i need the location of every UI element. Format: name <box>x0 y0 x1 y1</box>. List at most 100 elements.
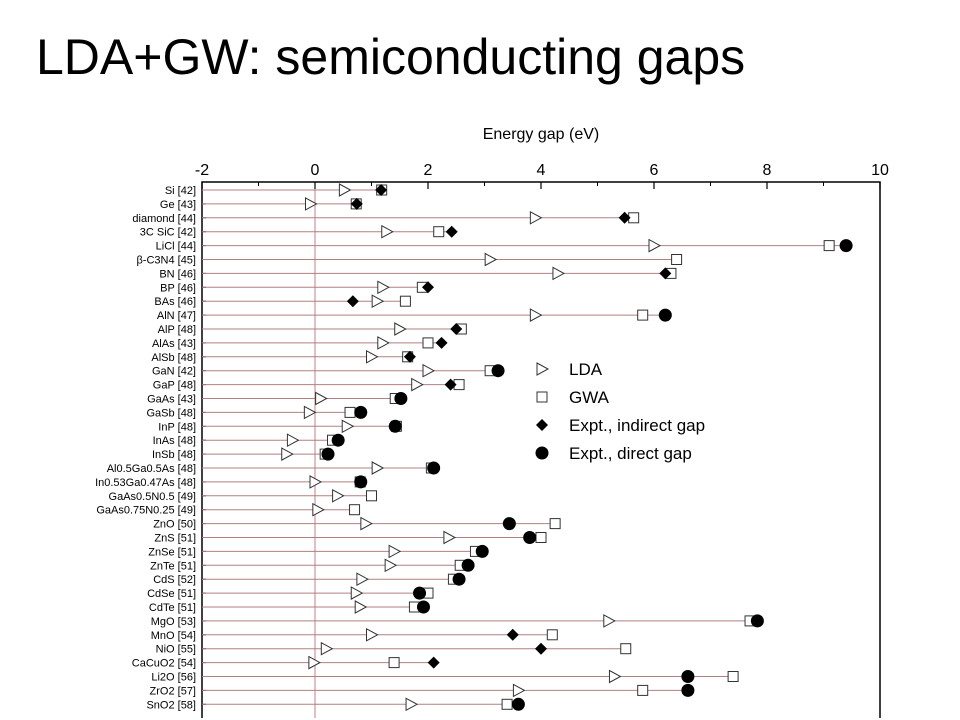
row-label: GaN [42] <box>152 366 196 378</box>
row-label: BN [46] <box>159 268 196 280</box>
lda-marker <box>381 224 394 239</box>
expt-dir-marker <box>475 544 489 558</box>
expt-ind-marker <box>422 281 434 294</box>
row-label: GaAs0.75N0.25 [49] <box>96 505 196 517</box>
row-label: ZnSe [51] <box>148 546 196 558</box>
expt-ind-marker <box>427 656 440 669</box>
row-label: NiO [55] <box>156 644 196 656</box>
lda-marker <box>308 655 321 670</box>
row-label: ZnTe [51] <box>150 560 196 572</box>
data-markers <box>281 183 853 712</box>
expt-ind-marker <box>444 378 457 391</box>
row-label: Si [42] <box>165 185 196 197</box>
gw-marker <box>399 295 411 307</box>
expt-dir-marker <box>681 683 695 697</box>
x-axis-title: Energy gap (eV) <box>483 126 600 143</box>
gw-marker <box>546 629 558 641</box>
row-label: Ge [43] <box>160 199 196 211</box>
lda-marker <box>552 266 565 281</box>
expt-ind-marker <box>350 197 363 210</box>
lda-marker <box>286 433 300 448</box>
gw-marker <box>727 671 739 682</box>
expt-ind-marker <box>506 628 519 641</box>
row-label: AlSb [48] <box>151 352 196 364</box>
expt-dir-marker <box>354 475 368 489</box>
expt-dir-marker <box>502 517 516 531</box>
row-label: GaAs [43] <box>147 394 196 406</box>
row-label: diamond [44] <box>132 213 196 225</box>
expt-ind-marker <box>403 350 416 363</box>
row-label: 3C SiC [42] <box>140 227 196 239</box>
legend-expt-dir-marker <box>535 446 549 460</box>
lda-marker <box>309 475 323 489</box>
x-tick-label: 4 <box>537 162 546 179</box>
lda-marker <box>388 544 402 559</box>
row-label: SnO2 [58] <box>146 699 196 711</box>
row-label: In0.53Ga0.47As [48] <box>95 477 196 489</box>
row-label: MgO [53] <box>151 616 196 628</box>
lda-marker <box>338 183 352 197</box>
row-label: ZrO2 [57] <box>150 685 196 697</box>
expt-ind-marker <box>659 267 672 280</box>
lda-marker <box>377 336 390 350</box>
lda-marker <box>529 210 543 225</box>
row-label: InSb [48] <box>152 449 196 461</box>
x-tick-label: 0 <box>311 162 320 179</box>
lda-marker <box>341 419 355 434</box>
x-tick-label: 10 <box>871 162 889 179</box>
row-label: AlAs [43] <box>152 338 196 350</box>
expt-dir-marker <box>523 531 537 544</box>
expt-dir-marker <box>388 419 402 433</box>
gw-marker <box>637 309 649 321</box>
expt-dir-marker <box>511 697 525 711</box>
row-label: GaSb [48] <box>146 407 196 419</box>
lda-marker <box>281 447 294 461</box>
gw-marker <box>535 532 547 543</box>
expt-dir-marker <box>839 239 853 253</box>
lda-marker <box>366 349 379 364</box>
y-axis: Si [42] Ge [43] diamond [44] 3C SiC [42] LiC… <box>95 185 206 711</box>
expt-dir-marker <box>681 670 695 683</box>
row-label: MnO [54] <box>151 630 196 642</box>
expt-dir-marker <box>461 558 475 572</box>
lda-marker <box>384 558 398 573</box>
lda-marker <box>603 614 616 628</box>
row-label: AlP [48] <box>158 324 196 336</box>
row-label: GaAs0.5N0.5 [49] <box>109 491 196 503</box>
expt-ind-marker <box>450 323 463 335</box>
gw-marker <box>344 406 356 418</box>
expt-dir-marker <box>491 364 505 378</box>
row-label: InAs [48] <box>153 435 196 447</box>
legend: LDA GWA Expt., indirect gap Expt., direct g… <box>535 360 705 463</box>
x-tick-label: 8 <box>763 162 772 179</box>
row-label: Al0.5Ga0.5As [48] <box>107 463 196 475</box>
x-axis: -2 0 2 4 6 8 10 Energy gap (eV) <box>195 126 889 189</box>
lda-marker <box>320 641 334 656</box>
lda-marker <box>443 530 456 545</box>
expt-dir-marker <box>452 572 466 586</box>
lda-marker <box>303 405 317 420</box>
lda-marker <box>377 280 390 295</box>
lda-marker <box>354 600 368 614</box>
row-label: β-C3N4 [45] <box>136 255 196 267</box>
row-label: LiCl [44] <box>156 241 196 253</box>
lda-marker <box>350 586 364 600</box>
expt-ind-marker <box>346 295 359 308</box>
legend-label: Expt., direct gap <box>569 444 692 463</box>
lda-marker <box>608 669 622 684</box>
row-label: BAs [46] <box>154 296 196 308</box>
gw-marker <box>422 337 434 349</box>
legend-label: Expt., indirect gap <box>569 416 705 435</box>
legend-expt-ind-marker <box>536 419 548 431</box>
lda-marker <box>356 572 369 587</box>
legend-gw-marker <box>536 391 548 403</box>
lda-marker <box>529 308 543 322</box>
gw-marker <box>671 254 683 265</box>
row-label: CdSe [51] <box>147 588 196 600</box>
row-label: CaCuO2 [54] <box>132 658 196 670</box>
lda-marker <box>411 377 424 392</box>
connector-lines <box>202 189 847 705</box>
x-tick-label: 6 <box>650 162 659 179</box>
lda-marker <box>648 238 662 253</box>
